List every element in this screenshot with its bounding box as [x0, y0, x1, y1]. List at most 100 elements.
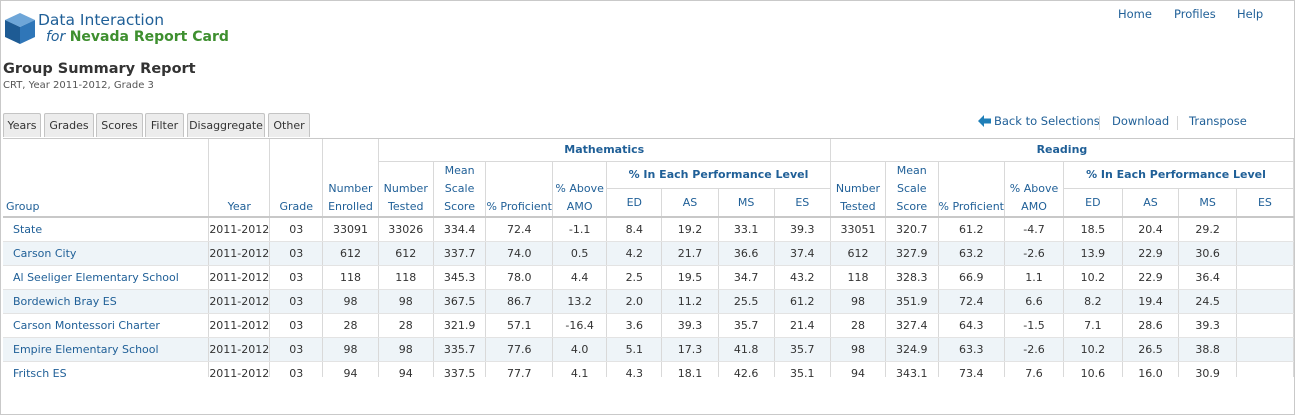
- cell-m-tested: 94: [378, 361, 434, 377]
- table-body: State 2011-2012 03 33091 33026 334.4 72.4 -1.1 8…: [3, 217, 1294, 377]
- cell-m-mean: 335.7: [433, 337, 487, 362]
- arrow-left-icon[interactable]: [978, 115, 991, 127]
- col-header-number-enrolled[interactable]: Number Enrolled: [322, 139, 379, 218]
- col-header-reading-ms[interactable]: MS: [1178, 188, 1237, 218]
- table-row: Al Seeliger Elementary School 2011-2012 03…: [3, 265, 1294, 290]
- cell-enrolled: 28: [322, 313, 379, 338]
- col-header-reading-as[interactable]: AS: [1122, 188, 1180, 218]
- cell-group[interactable]: Bordewich Bray ES: [3, 289, 210, 314]
- cell-r-prof: 61.2: [938, 217, 1005, 242]
- cell-r-prof: 64.3: [938, 313, 1005, 338]
- col-header-math-number-tested[interactable]: Number Tested: [378, 161, 434, 218]
- cell-r-ed: 7.1: [1063, 313, 1123, 338]
- cell-m-mean: 345.3: [433, 265, 487, 290]
- tab-grades[interactable]: Grades: [44, 113, 94, 137]
- cell-m-prof: 57.1: [485, 313, 554, 338]
- tab-other[interactable]: Other: [268, 113, 310, 137]
- cell-group[interactable]: Al Seeliger Elementary School: [3, 265, 210, 290]
- cell-m-ed: 5.1: [606, 337, 663, 362]
- col-header-grade[interactable]: Grade: [269, 139, 324, 218]
- cell-group[interactable]: Empire Elementary School: [3, 337, 210, 362]
- cell-r-ms: 38.8: [1178, 337, 1237, 362]
- cell-group[interactable]: Fritsch ES: [3, 361, 210, 377]
- nav-profiles-link[interactable]: Profiles: [1174, 7, 1216, 21]
- cell-r-tested: 612: [830, 241, 887, 266]
- tab-years[interactable]: Years: [3, 113, 41, 137]
- back-to-selections-link[interactable]: Back to Selections: [994, 114, 1100, 128]
- cell-r-tested: 28: [830, 313, 887, 338]
- cube-logo-icon: [5, 13, 35, 44]
- cell-r-mean: 328.3: [885, 265, 939, 290]
- cell-grade: 03: [269, 361, 324, 377]
- summary-table-container: Group Year Grade Number Enrolled Mathema…: [3, 138, 1294, 377]
- col-header-reading-proficient[interactable]: % Proficient: [938, 161, 1005, 218]
- cell-r-es: [1236, 217, 1294, 242]
- col-header-math-as[interactable]: AS: [661, 188, 719, 218]
- page-subtitle: CRT, Year 2011-2012, Grade 3: [3, 80, 154, 91]
- col-header-reading-number-tested[interactable]: Number Tested: [830, 161, 887, 218]
- cell-m-tested: 98: [378, 337, 434, 362]
- tab-scores[interactable]: Scores: [96, 113, 143, 137]
- table-row: Carson Montessori Charter 2011-2012 03 28 28…: [3, 313, 1294, 338]
- cell-r-ms: 39.3: [1178, 313, 1237, 338]
- table-row: Empire Elementary School 2011-2012 03 98 98 3…: [3, 337, 1294, 362]
- cell-r-amo: -4.7: [1004, 217, 1065, 242]
- cell-group[interactable]: Carson City: [3, 241, 210, 266]
- col-header-math-mean-scale-score[interactable]: Mean Scale Score: [433, 161, 487, 218]
- cell-m-prof: 86.7: [485, 289, 554, 314]
- tab-disaggregate[interactable]: Disaggregate: [187, 113, 265, 137]
- cell-r-es: [1236, 313, 1294, 338]
- col-header-year[interactable]: Year: [208, 139, 271, 218]
- col-header-reading-es[interactable]: ES: [1236, 188, 1294, 218]
- cell-year: 2011-2012: [208, 217, 271, 242]
- col-header-reading-above-amo[interactable]: % Above AMO: [1004, 161, 1065, 218]
- cell-m-amo: 13.2: [552, 289, 608, 314]
- cell-group[interactable]: State: [3, 217, 210, 242]
- cell-r-es: [1236, 337, 1294, 362]
- tab-filter[interactable]: Filter: [145, 113, 184, 137]
- cell-r-prof: 72.4: [938, 289, 1005, 314]
- col-header-math-ed[interactable]: ED: [606, 188, 663, 218]
- cell-r-es: [1236, 361, 1294, 377]
- cell-r-mean: 327.4: [885, 313, 939, 338]
- cell-r-ed: 10.2: [1063, 265, 1123, 290]
- col-header-math-above-amo[interactable]: % Above AMO: [552, 161, 608, 218]
- col-header-group[interactable]: Group: [3, 139, 210, 218]
- group-header-reading: Reading: [830, 139, 1294, 162]
- col-header-math-ms[interactable]: MS: [718, 188, 775, 218]
- cell-enrolled: 118: [322, 265, 379, 290]
- cell-m-mean: 337.7: [433, 241, 487, 266]
- cell-r-tested: 33051: [830, 217, 887, 242]
- cell-r-amo: 6.6: [1004, 289, 1065, 314]
- col-header-reading-ed[interactable]: ED: [1063, 188, 1123, 218]
- cell-m-ed: 2.5: [606, 265, 663, 290]
- cell-m-amo: -1.1: [552, 217, 608, 242]
- brand-subtitle: for Nevada Report Card: [46, 29, 229, 45]
- cell-enrolled: 612: [322, 241, 379, 266]
- cell-m-amo: 4.0: [552, 337, 608, 362]
- nav-help-link[interactable]: Help: [1237, 7, 1264, 21]
- cell-m-prof: 77.7: [485, 361, 554, 377]
- col-header-math-proficient[interactable]: % Proficient: [485, 161, 554, 218]
- cell-m-ed: 2.0: [606, 289, 663, 314]
- download-link[interactable]: Download: [1112, 114, 1170, 128]
- col-header-reading-mean-scale-score[interactable]: Mean Scale Score: [885, 161, 939, 218]
- cell-r-amo: -1.5: [1004, 313, 1065, 338]
- cell-r-tested: 118: [830, 265, 887, 290]
- nav-home-link[interactable]: Home: [1118, 7, 1152, 21]
- col-header-math-es[interactable]: ES: [774, 188, 831, 218]
- group-header-mathematics: Mathematics: [378, 139, 831, 162]
- cell-r-amo: 7.6: [1004, 361, 1065, 377]
- cell-m-prof: 78.0: [485, 265, 554, 290]
- cell-m-prof: 74.0: [485, 241, 554, 266]
- cell-m-tested: 98: [378, 289, 434, 314]
- cell-r-tested: 98: [830, 289, 887, 314]
- page-title: Group Summary Report: [3, 61, 196, 77]
- cell-group[interactable]: Carson Montessori Charter: [3, 313, 210, 338]
- reading-performance-level-header: % In Each Performance Level: [1063, 161, 1294, 190]
- cell-year: 2011-2012: [208, 337, 271, 362]
- cell-r-ed: 13.9: [1063, 241, 1123, 266]
- transpose-link[interactable]: Transpose: [1189, 114, 1247, 128]
- cell-r-as: 22.9: [1122, 241, 1180, 266]
- math-performance-level-header: % In Each Performance Level: [606, 161, 831, 190]
